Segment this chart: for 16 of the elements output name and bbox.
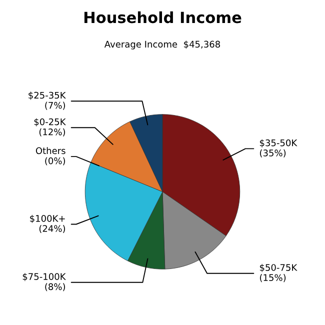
chart-subtitle: Average Income $45,368 — [104, 40, 220, 50]
category-label: Others — [36, 147, 66, 154]
data-label: (8%) — [45, 283, 65, 292]
data-label: (15%) — [260, 274, 286, 282]
chart-title: Household Income — [84, 11, 242, 24]
data-label: (12%) — [39, 128, 65, 136]
slice-label: $100K+ — [30, 214, 65, 224]
slice-label: $0-25K — [34, 118, 66, 126]
data-label: (35%) — [260, 149, 286, 158]
data-label: (24%) — [39, 224, 65, 233]
text: (0%) — [45, 157, 65, 166]
slice-label: $75-100K — [22, 272, 66, 282]
data-label: (7%) — [45, 102, 65, 110]
slice-label: $50-75K — [260, 264, 298, 272]
slice-label: $25-35K — [28, 92, 66, 100]
slice-label: $35-50K — [260, 139, 298, 148]
